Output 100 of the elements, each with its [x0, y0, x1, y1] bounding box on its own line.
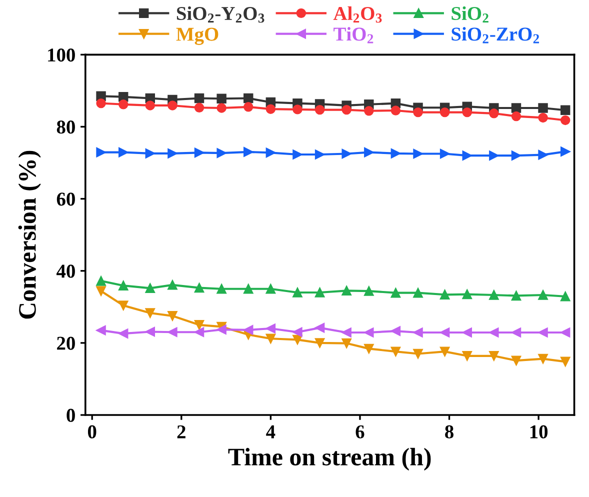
point — [462, 328, 472, 338]
point — [168, 148, 178, 158]
point — [266, 324, 276, 334]
point — [364, 286, 374, 296]
point — [244, 102, 254, 112]
point — [489, 328, 499, 338]
point — [462, 150, 472, 160]
point — [364, 147, 374, 158]
legend-label: SiO$_{2}$ — [452, 6, 488, 23]
point — [96, 325, 106, 336]
point — [342, 338, 352, 348]
point — [244, 325, 254, 335]
point — [489, 150, 499, 160]
point — [216, 103, 226, 113]
y-tick-label: 100 — [48, 48, 75, 62]
x-axis-title: Time on stream (h) — [228, 448, 431, 471]
point — [462, 289, 472, 300]
point — [168, 100, 178, 110]
point — [266, 334, 276, 344]
legend-label: Al$_{2}$O$_{3}$ — [333, 6, 382, 23]
point — [314, 338, 325, 348]
y-tick-label: 0 — [66, 408, 75, 422]
point — [390, 326, 401, 336]
point — [538, 150, 548, 160]
point — [168, 280, 178, 290]
point — [489, 290, 499, 300]
point — [342, 286, 352, 296]
point — [489, 108, 499, 118]
point — [118, 280, 128, 290]
point — [462, 107, 472, 118]
point — [244, 93, 254, 104]
point — [390, 288, 401, 298]
y-tick-label: 80 — [56, 120, 75, 134]
point — [390, 106, 401, 116]
x-tick-label: 0 — [88, 425, 96, 438]
point — [364, 106, 374, 116]
x-tick-label: 6 — [356, 425, 364, 438]
point — [364, 328, 374, 338]
point — [145, 148, 156, 158]
point — [266, 148, 276, 158]
point — [511, 111, 522, 122]
point — [216, 148, 226, 158]
point — [266, 104, 276, 114]
point — [538, 328, 548, 338]
point — [560, 292, 570, 302]
point — [413, 348, 423, 359]
point — [292, 334, 302, 345]
point — [118, 300, 128, 310]
point — [413, 288, 423, 298]
point — [96, 98, 106, 108]
y-tick-label: 40 — [56, 264, 75, 278]
point — [342, 104, 352, 115]
point — [96, 276, 106, 286]
point — [560, 328, 570, 338]
point — [292, 288, 302, 298]
point — [413, 107, 423, 118]
point — [538, 290, 548, 300]
point — [168, 327, 178, 337]
y-axis-title: Conversion (%) — [18, 150, 41, 319]
x-tick-label: 4 — [266, 425, 276, 438]
point — [168, 311, 178, 321]
y-tick-label: 20 — [57, 336, 75, 350]
point — [292, 150, 302, 160]
point — [194, 320, 204, 330]
point — [292, 327, 302, 337]
legend-label: TiO$_{2}$ — [334, 27, 374, 44]
point — [314, 322, 325, 333]
point — [511, 150, 522, 160]
point — [413, 148, 423, 159]
point — [413, 328, 423, 338]
point — [314, 104, 325, 115]
point — [538, 112, 548, 123]
point — [390, 148, 401, 158]
point — [560, 115, 570, 126]
point — [194, 282, 204, 293]
point — [216, 284, 226, 294]
x-tick-label: 2 — [177, 425, 186, 438]
point — [194, 93, 204, 104]
point — [440, 328, 450, 338]
point — [314, 288, 325, 298]
point — [440, 148, 450, 159]
point — [511, 356, 522, 366]
point — [560, 356, 570, 367]
point — [314, 150, 325, 160]
point — [118, 328, 128, 338]
point — [118, 100, 128, 110]
point — [489, 351, 499, 361]
point — [216, 94, 226, 104]
point — [511, 328, 522, 338]
x-tick-label: 8 — [445, 425, 454, 438]
point — [560, 105, 570, 116]
point — [390, 346, 401, 356]
point — [440, 290, 450, 300]
point — [440, 346, 450, 356]
point — [118, 147, 128, 158]
x-tick-label: 10 — [530, 425, 548, 438]
point — [440, 107, 450, 118]
point — [462, 351, 472, 361]
point — [342, 328, 352, 338]
point — [560, 146, 570, 156]
